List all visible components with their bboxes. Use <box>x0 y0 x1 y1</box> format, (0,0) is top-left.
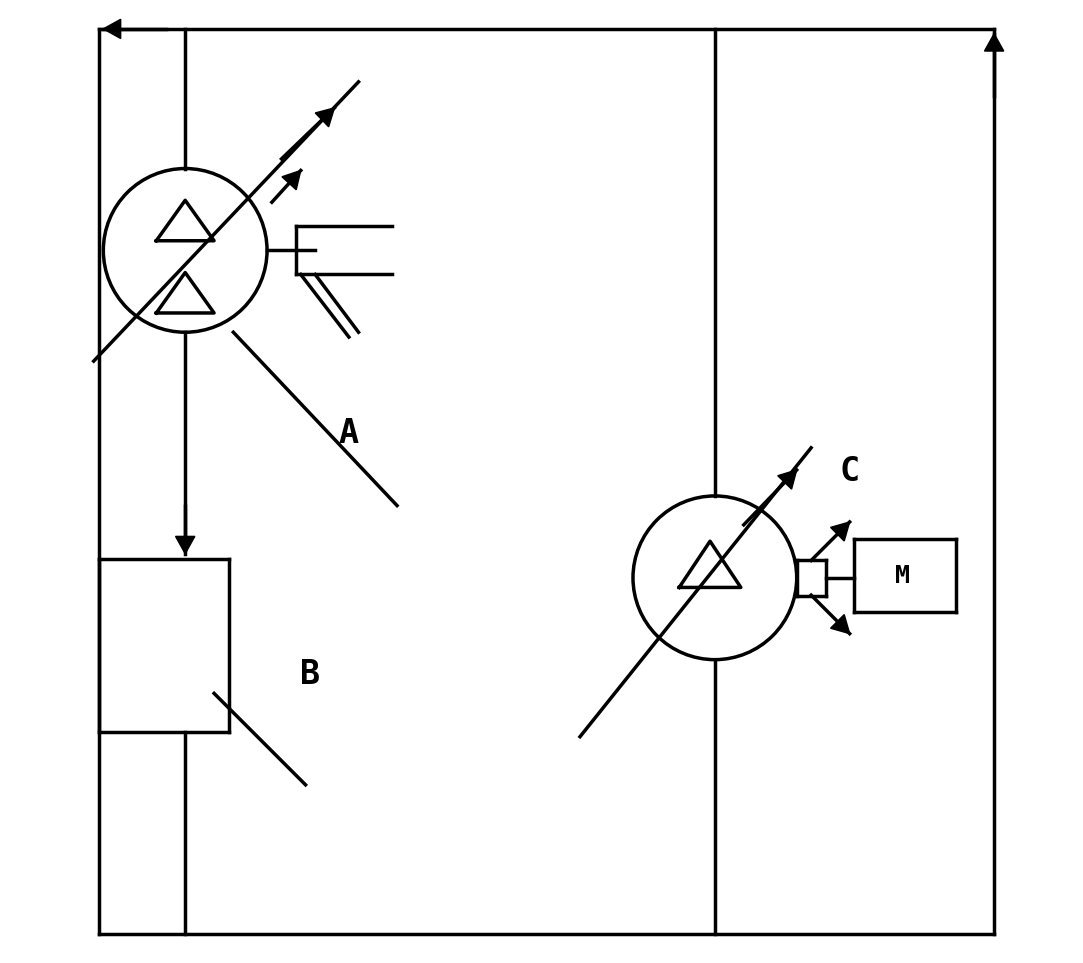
Polygon shape <box>831 614 850 634</box>
Polygon shape <box>831 522 850 541</box>
Text: M: M <box>896 564 910 587</box>
Polygon shape <box>175 536 195 554</box>
Polygon shape <box>778 470 797 489</box>
Polygon shape <box>984 34 1004 51</box>
Polygon shape <box>103 19 120 39</box>
Text: B: B <box>300 658 321 690</box>
Text: C: C <box>839 455 860 488</box>
Polygon shape <box>315 108 335 127</box>
Polygon shape <box>282 170 301 190</box>
Text: A: A <box>339 417 358 450</box>
